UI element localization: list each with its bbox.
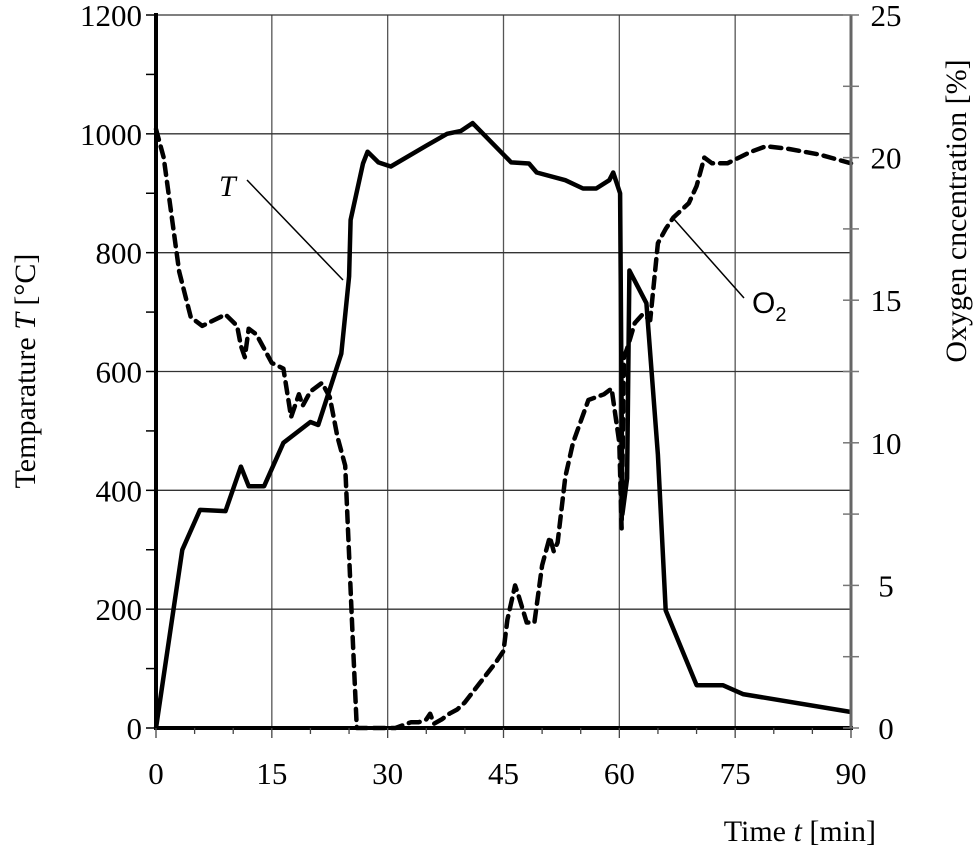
o2-annotation-leader xyxy=(672,217,745,299)
y-axis-title: Temparature T [°C] xyxy=(9,254,42,489)
y-tick-label: 600 xyxy=(96,355,143,390)
oxygen-series-line xyxy=(153,126,854,731)
y-tick-label: 1200 xyxy=(80,0,142,33)
y2-tick-label: 5 xyxy=(878,568,894,603)
y-tick-label: 200 xyxy=(96,592,143,627)
y2-tick-label: 15 xyxy=(871,283,902,318)
x-tick-label: 45 xyxy=(488,756,519,791)
y2-tick-label: 0 xyxy=(878,711,894,746)
temperature-series-line xyxy=(153,120,852,729)
o2-annotation-label: O2 xyxy=(752,287,786,326)
y-tick-label: 800 xyxy=(96,236,143,271)
x-tick-label: 60 xyxy=(604,756,635,791)
y-tick-label: 0 xyxy=(127,711,143,746)
grid-lines xyxy=(156,14,851,728)
y-tick-label: 400 xyxy=(96,473,143,508)
t-annotation-label: T xyxy=(219,170,238,203)
tick-labels: 0 200 400 600 800 1000 1200 0 5 10 15 20 25 0 15 30 45 60… xyxy=(80,0,902,791)
axes-frame xyxy=(146,13,859,738)
y-tick-label: 1000 xyxy=(80,117,142,152)
y2-axis-title: Oxygen cncentration [%] xyxy=(940,59,973,362)
x-axis-title: Time t [min] xyxy=(724,815,876,848)
x-tick-label: 0 xyxy=(148,756,164,791)
plot-curves xyxy=(153,120,854,731)
x-tick-label: 90 xyxy=(836,756,867,791)
y2-tick-label: 10 xyxy=(871,426,902,461)
x-tick-label: 15 xyxy=(256,756,287,791)
x-tick-label: 30 xyxy=(372,756,403,791)
t-annotation-leader xyxy=(246,179,344,281)
y2-tick-label: 20 xyxy=(871,141,902,176)
x-tick-label: 75 xyxy=(720,756,751,791)
y2-tick-label: 25 xyxy=(871,0,902,33)
